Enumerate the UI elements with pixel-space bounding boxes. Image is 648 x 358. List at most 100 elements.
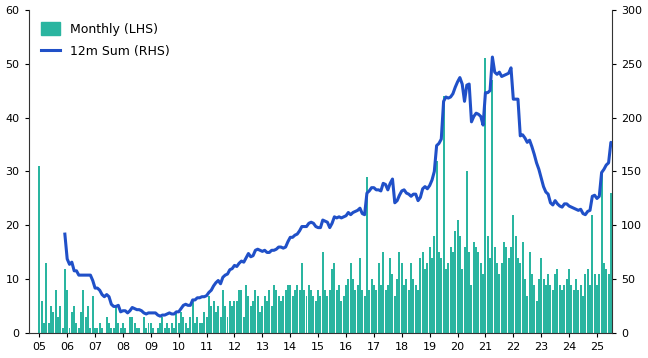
Bar: [454, 231, 456, 333]
Bar: [426, 263, 428, 333]
Bar: [224, 306, 226, 333]
Bar: [631, 280, 633, 333]
Bar: [289, 285, 291, 333]
Bar: [338, 285, 340, 333]
Bar: [466, 171, 468, 333]
Bar: [419, 258, 421, 333]
Bar: [529, 252, 531, 333]
Bar: [301, 263, 303, 333]
Bar: [122, 323, 124, 333]
Bar: [557, 268, 559, 333]
Bar: [382, 252, 384, 333]
Bar: [554, 274, 556, 333]
Bar: [245, 285, 247, 333]
Bar: [570, 285, 572, 333]
Bar: [605, 268, 607, 333]
Bar: [573, 290, 575, 333]
Bar: [647, 285, 648, 333]
Bar: [87, 306, 89, 333]
Bar: [331, 268, 333, 333]
Bar: [577, 290, 579, 333]
Bar: [108, 323, 110, 333]
Bar: [505, 247, 507, 333]
Bar: [350, 263, 352, 333]
Bar: [542, 280, 544, 333]
Bar: [580, 285, 582, 333]
Bar: [517, 258, 519, 333]
Bar: [642, 268, 644, 333]
Bar: [308, 285, 310, 333]
Bar: [443, 96, 445, 333]
Bar: [480, 263, 481, 333]
Bar: [196, 317, 198, 333]
Bar: [52, 312, 54, 333]
Bar: [485, 58, 487, 333]
Bar: [41, 301, 43, 333]
Bar: [566, 280, 568, 333]
Legend: Monthly (LHS), 12m Sum (RHS): Monthly (LHS), 12m Sum (RHS): [35, 16, 176, 64]
Bar: [396, 280, 398, 333]
Bar: [133, 323, 135, 333]
Bar: [494, 247, 496, 333]
Bar: [264, 296, 266, 333]
Bar: [552, 290, 554, 333]
Bar: [283, 296, 284, 333]
Bar: [489, 258, 491, 333]
Bar: [227, 317, 229, 333]
Bar: [617, 290, 619, 333]
Bar: [399, 252, 400, 333]
Bar: [559, 285, 561, 333]
Bar: [424, 268, 426, 333]
Bar: [538, 280, 540, 333]
Bar: [120, 328, 122, 333]
Bar: [294, 290, 296, 333]
Bar: [491, 80, 493, 333]
Bar: [110, 328, 112, 333]
Bar: [478, 252, 480, 333]
Bar: [345, 285, 347, 333]
Bar: [362, 290, 364, 333]
Bar: [280, 301, 282, 333]
Bar: [575, 280, 577, 333]
Bar: [210, 306, 213, 333]
Bar: [57, 317, 59, 333]
Bar: [531, 274, 533, 333]
Bar: [248, 296, 249, 333]
Bar: [445, 268, 447, 333]
Bar: [359, 258, 361, 333]
Bar: [171, 323, 173, 333]
Bar: [503, 242, 505, 333]
Bar: [178, 323, 179, 333]
Bar: [401, 263, 403, 333]
Bar: [598, 274, 600, 333]
Bar: [322, 252, 324, 333]
Bar: [113, 328, 115, 333]
Bar: [312, 296, 314, 333]
Bar: [619, 285, 621, 333]
Bar: [287, 285, 289, 333]
Bar: [138, 328, 140, 333]
Bar: [535, 301, 538, 333]
Bar: [603, 263, 605, 333]
Bar: [115, 306, 117, 333]
Bar: [97, 328, 98, 333]
Bar: [468, 252, 470, 333]
Bar: [526, 296, 528, 333]
Bar: [71, 312, 73, 333]
Bar: [310, 290, 312, 333]
Bar: [273, 285, 275, 333]
Bar: [501, 263, 503, 333]
Bar: [124, 328, 126, 333]
Bar: [327, 296, 329, 333]
Bar: [475, 247, 477, 333]
Bar: [98, 323, 100, 333]
Bar: [185, 323, 187, 333]
Bar: [417, 290, 419, 333]
Bar: [257, 296, 259, 333]
Bar: [394, 296, 396, 333]
Bar: [50, 306, 52, 333]
Bar: [519, 263, 521, 333]
Bar: [166, 323, 168, 333]
Bar: [352, 280, 354, 333]
Bar: [266, 301, 268, 333]
